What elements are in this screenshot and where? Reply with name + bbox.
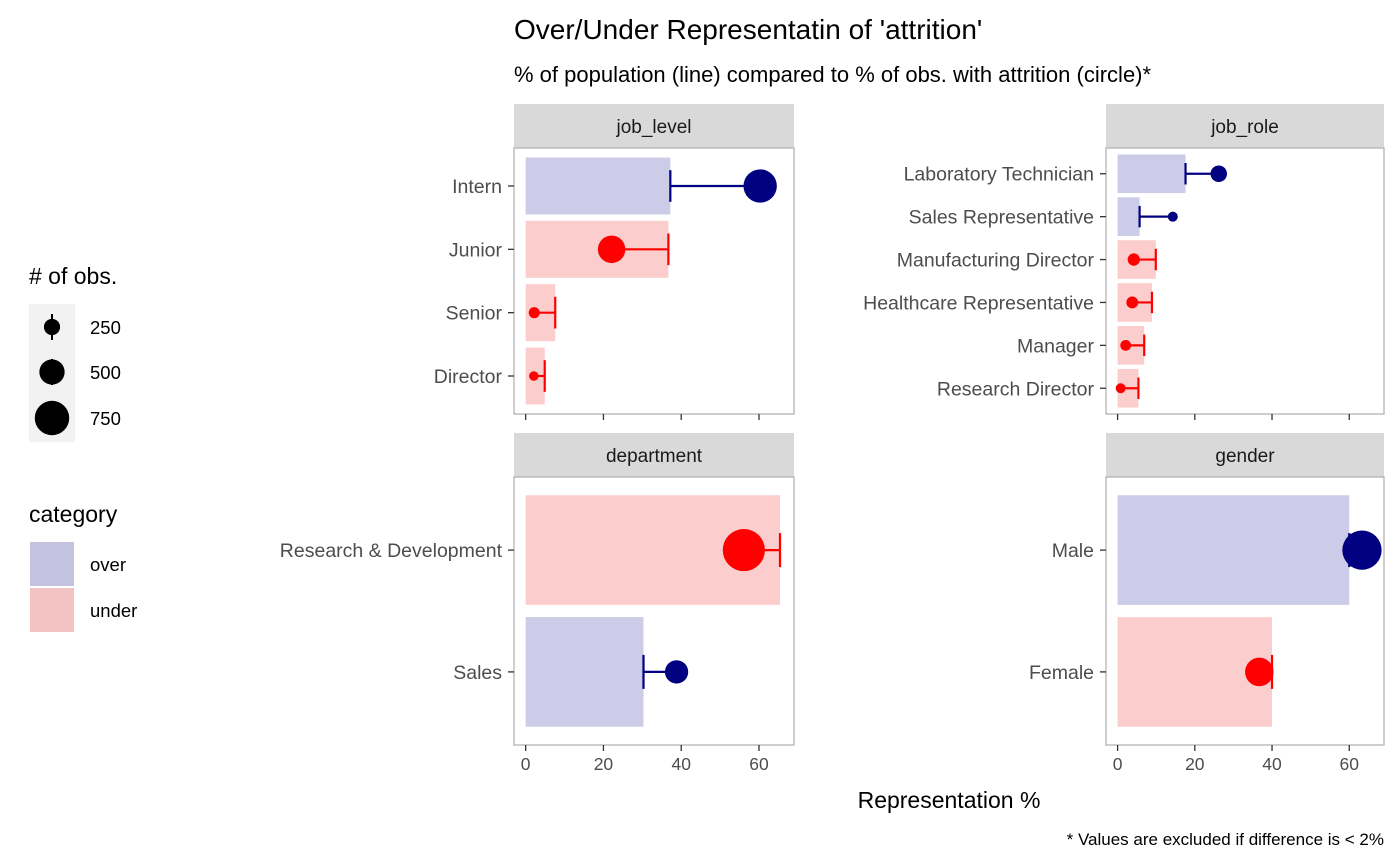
y-tick-label-healthcare-representative: Healthcare Representative	[863, 292, 1094, 314]
attrition-point-healthcare-representative	[1126, 296, 1139, 309]
y-tick-label-male: Male	[1052, 540, 1094, 562]
attrition-point-female	[1245, 657, 1274, 687]
panel-job-level: job_level Intern Junior Senior Director	[434, 104, 795, 420]
bar-intern	[525, 157, 671, 215]
x-tick-label-gender-20: 20	[1185, 754, 1205, 774]
x-tick-label-department-60: 60	[749, 754, 769, 774]
panel-department: department Research & Development Sales 0 20…	[280, 433, 795, 774]
y-tick-label-female: Female	[1029, 662, 1094, 684]
size-legend-label-250: 250	[90, 317, 121, 338]
fill-legend-title: category	[29, 501, 118, 527]
row-job-level-director: Director	[434, 347, 546, 405]
attrition-point-research-development	[722, 529, 765, 572]
row-job-level-junior: Junior	[449, 220, 670, 278]
attrition-point-male	[1342, 530, 1382, 570]
row-gender-male: Male	[1052, 495, 1382, 605]
row-job-role-healthcare-representative: Healthcare Representative	[863, 283, 1154, 322]
x-tick-label-gender-0: 0	[1113, 754, 1123, 774]
strip-department-background	[514, 433, 794, 477]
y-tick-label-director: Director	[434, 366, 503, 388]
y-tick-label-manager: Manager	[1017, 335, 1094, 357]
size-legend-circle-250	[43, 318, 61, 336]
bar-laboratory-technician	[1117, 154, 1186, 194]
row-job-level-intern: Intern	[452, 157, 777, 215]
bar-sales	[525, 617, 644, 727]
x-tick-label-department-40: 40	[671, 754, 691, 774]
strip-job-role-background	[1106, 104, 1384, 148]
chart-title: Over/Under Representatin of 'attrition'	[514, 14, 982, 45]
strip-label-job-role: job_role	[1210, 117, 1279, 138]
attrition-point-junior	[597, 235, 626, 264]
attrition-point-sales	[664, 660, 689, 684]
attrition-point-sales-representative	[1167, 211, 1178, 222]
row-job-role-sales-representative: Sales Representative	[909, 197, 1178, 236]
attrition-point-senior	[528, 307, 540, 319]
chart-caption: * Values are excluded if difference is <…	[1067, 830, 1384, 849]
size-legend-label-750: 750	[90, 408, 121, 429]
row-department-sales: Sales	[453, 617, 689, 727]
row-job-role-manufacturing-director: Manufacturing Director	[897, 240, 1157, 279]
strip-label-department: department	[606, 446, 703, 467]
attrition-point-director	[529, 371, 539, 381]
fill-legend-label-under: under	[90, 600, 137, 621]
y-tick-label-senior: Senior	[446, 303, 503, 325]
row-job-role-laboratory-technician: Laboratory Technician	[904, 154, 1228, 194]
x-tick-label-department-0: 0	[521, 754, 531, 774]
attrition-point-manager	[1120, 339, 1132, 351]
row-job-role-manager: Manager	[1017, 326, 1146, 365]
attrition-point-manufacturing-director	[1127, 253, 1140, 266]
size-legend-title: # of obs.	[29, 263, 117, 289]
fill-legend-label-over: over	[90, 554, 126, 575]
bar-sales-representative	[1117, 197, 1140, 236]
y-tick-label-research-director: Research Director	[937, 378, 1095, 400]
y-tick-label-research-development: Research & Development	[280, 540, 503, 562]
panel-job-role: job_role Laboratory Technician Sales Repre…	[863, 104, 1385, 420]
strip-gender-background	[1106, 433, 1384, 477]
fill-legend-swatch-under	[28, 586, 76, 634]
x-tick-label-department-20: 20	[594, 754, 614, 774]
strip-label-gender: gender	[1215, 446, 1275, 467]
y-tick-label-intern: Intern	[452, 176, 502, 198]
y-tick-label-sales-representative: Sales Representative	[909, 207, 1094, 229]
row-job-level-senior: Senior	[446, 284, 557, 342]
panel-gender: gender Male Female 0 20 40 60	[1029, 433, 1385, 774]
y-tick-label-manufacturing-director: Manufacturing Director	[897, 250, 1095, 272]
strip-job-level-background	[514, 104, 794, 148]
y-tick-label-sales: Sales	[453, 662, 502, 684]
size-legend-circle-500	[39, 359, 65, 385]
y-tick-label-laboratory-technician: Laboratory Technician	[904, 164, 1094, 186]
x-tick-label-gender-40: 40	[1262, 754, 1282, 774]
size-legend-circle-750	[34, 400, 70, 436]
attrition-point-laboratory-technician	[1210, 165, 1228, 182]
row-gender-female: Female	[1029, 617, 1274, 727]
bar-male	[1117, 495, 1350, 605]
chart-subtitle: % of population (line) compared to % of …	[514, 62, 1152, 87]
size-legend-label-500: 500	[90, 362, 121, 383]
attrition-point-research-director	[1115, 383, 1126, 394]
fill-legend: category over under	[28, 501, 137, 634]
size-legend: # of obs. 250 500 750	[29, 263, 121, 442]
row-department-research-development: Research & Development	[280, 495, 782, 605]
attrition-point-intern	[743, 169, 777, 203]
y-tick-label-junior: Junior	[449, 239, 503, 261]
x-tick-label-gender-60: 60	[1340, 754, 1360, 774]
x-axis-title: Representation %	[858, 787, 1041, 813]
fill-legend-swatch-over	[28, 540, 76, 588]
row-job-role-research-director: Research Director	[937, 368, 1140, 408]
strip-label-job-level: job_level	[616, 117, 692, 138]
